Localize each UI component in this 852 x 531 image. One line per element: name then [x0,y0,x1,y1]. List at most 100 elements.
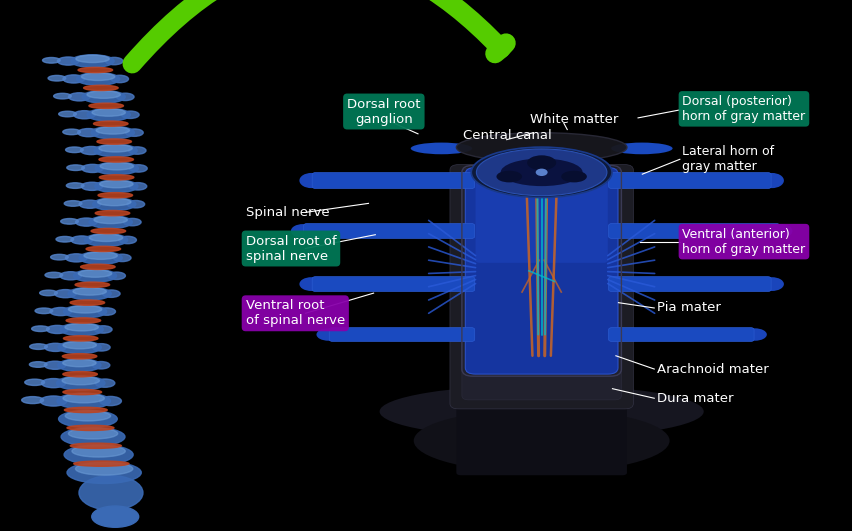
Ellipse shape [73,461,129,466]
Ellipse shape [107,272,125,279]
Ellipse shape [43,57,60,63]
Ellipse shape [62,354,97,359]
Ellipse shape [29,362,47,367]
Ellipse shape [742,328,766,341]
Ellipse shape [100,162,133,170]
Ellipse shape [68,306,101,313]
Ellipse shape [99,144,132,152]
Ellipse shape [30,344,48,349]
Ellipse shape [95,210,130,216]
Ellipse shape [299,173,323,188]
Ellipse shape [125,129,143,136]
FancyBboxPatch shape [456,401,626,475]
Ellipse shape [79,476,143,510]
Ellipse shape [32,326,49,331]
Ellipse shape [58,341,101,354]
Ellipse shape [70,300,105,305]
Ellipse shape [316,328,340,341]
Ellipse shape [96,127,130,134]
Ellipse shape [61,427,125,446]
Ellipse shape [500,159,582,186]
Text: White matter: White matter [529,113,618,126]
Ellipse shape [95,326,112,333]
Text: Dorsal (posterior)
horn of gray matter: Dorsal (posterior) horn of gray matter [682,95,804,123]
Ellipse shape [89,103,124,108]
Ellipse shape [95,180,138,193]
Ellipse shape [87,91,120,98]
Ellipse shape [610,142,671,154]
Ellipse shape [56,236,73,242]
Ellipse shape [92,506,139,527]
Ellipse shape [79,200,101,208]
FancyBboxPatch shape [607,277,770,292]
Text: Ventral (anterior)
horn of gray matter: Ventral (anterior) horn of gray matter [682,228,804,255]
Ellipse shape [68,428,118,439]
Ellipse shape [113,254,131,262]
Ellipse shape [56,376,105,390]
Ellipse shape [105,57,123,65]
Text: Spinal nerve: Spinal nerve [245,206,329,219]
Ellipse shape [124,218,141,226]
Ellipse shape [50,254,68,260]
Ellipse shape [128,147,146,154]
Ellipse shape [86,246,120,252]
Ellipse shape [111,75,129,83]
Ellipse shape [66,147,83,152]
Ellipse shape [73,269,117,282]
Ellipse shape [87,108,130,121]
Ellipse shape [66,165,84,170]
FancyBboxPatch shape [312,173,474,189]
Ellipse shape [63,305,106,318]
FancyBboxPatch shape [462,168,620,400]
Ellipse shape [73,288,106,295]
Ellipse shape [91,228,125,234]
Ellipse shape [291,224,314,238]
Ellipse shape [81,182,103,191]
Ellipse shape [413,409,669,473]
Ellipse shape [63,341,96,349]
Ellipse shape [759,277,783,291]
Ellipse shape [118,236,136,244]
Ellipse shape [299,277,323,291]
Ellipse shape [94,216,127,224]
Ellipse shape [63,75,84,83]
Ellipse shape [57,57,79,65]
Ellipse shape [35,308,53,314]
Ellipse shape [57,393,111,409]
Ellipse shape [25,379,44,386]
Ellipse shape [63,372,97,377]
Ellipse shape [45,272,62,278]
Ellipse shape [759,173,783,188]
Ellipse shape [411,142,471,154]
Ellipse shape [21,397,43,404]
Ellipse shape [470,147,612,198]
Ellipse shape [456,133,626,162]
Ellipse shape [80,147,102,155]
Ellipse shape [40,396,66,406]
Ellipse shape [92,344,110,351]
Ellipse shape [59,410,117,427]
Ellipse shape [44,361,66,370]
FancyBboxPatch shape [312,277,474,292]
Text: Central canal: Central canal [463,129,551,142]
Ellipse shape [66,183,83,189]
Ellipse shape [77,73,119,85]
Ellipse shape [70,443,121,448]
Circle shape [535,169,547,176]
Ellipse shape [63,359,96,367]
Ellipse shape [99,175,134,180]
Text: Pia mater: Pia mater [656,302,720,314]
Ellipse shape [63,389,101,395]
Ellipse shape [94,144,137,157]
Ellipse shape [97,139,131,144]
Ellipse shape [71,55,114,67]
FancyBboxPatch shape [329,328,474,341]
Ellipse shape [75,463,133,475]
Ellipse shape [71,236,92,244]
Ellipse shape [127,201,145,208]
Ellipse shape [65,411,111,421]
Ellipse shape [79,252,122,264]
Ellipse shape [116,93,134,100]
Ellipse shape [78,270,112,277]
Ellipse shape [59,111,76,117]
